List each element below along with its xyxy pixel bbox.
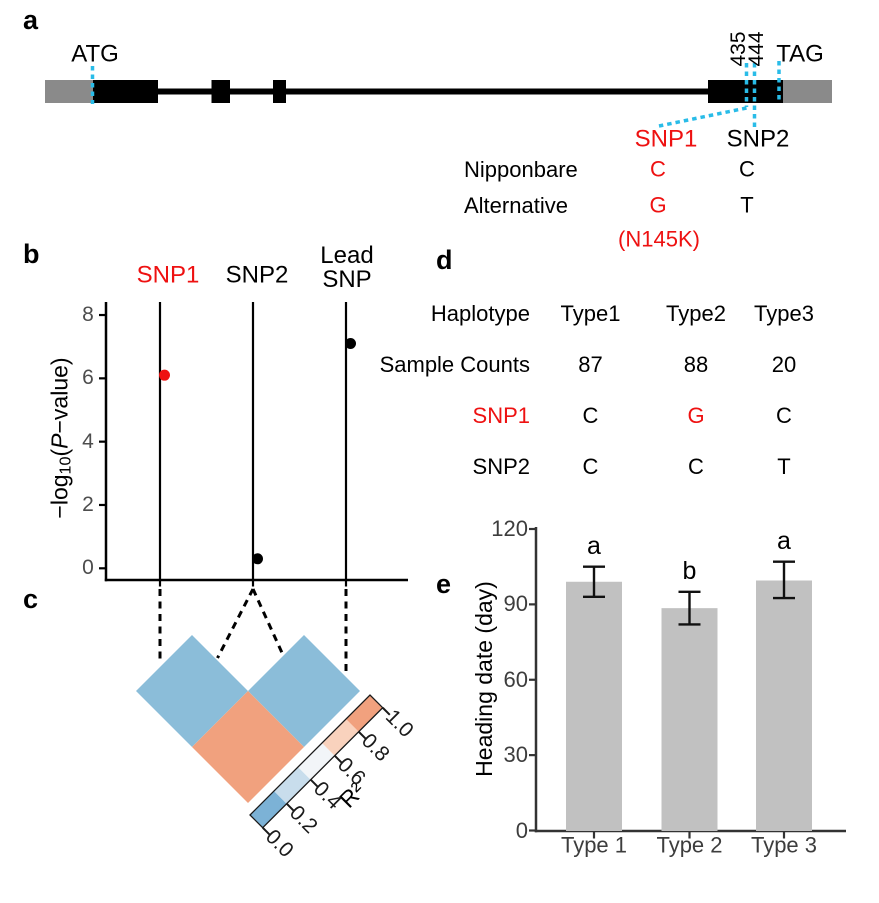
aa-change-label: (N145K) [618, 226, 700, 252]
b-data-point [345, 338, 356, 350]
d-table-cell: C [582, 453, 599, 479]
e-bar [756, 580, 812, 831]
e-sig-letter: a [587, 531, 601, 560]
d-table-cell: C [582, 402, 599, 428]
d-table-cell: 88 [683, 351, 709, 377]
c-scale-tick [286, 803, 295, 812]
e-ytick-label: 30 [503, 742, 528, 768]
a-snp1-label: SNP1 [634, 125, 698, 153]
c-scale-segment [250, 791, 287, 828]
c-scale-tick-label: 0.2 [284, 801, 322, 839]
b-ylabel-mid: ( [46, 448, 73, 457]
ld-cell-snp1-lead [192, 691, 304, 803]
d-table-cell: 20 [771, 351, 797, 377]
exon-1 [93, 80, 158, 103]
c-scale-tick [382, 707, 391, 716]
b-ylabel-post: −value) [46, 357, 73, 434]
b-col-label: Lead SNP [320, 242, 374, 293]
intron-line [150, 88, 712, 95]
d-table-row-label: Sample Counts [379, 351, 530, 377]
e-ytick-label: 60 [503, 666, 528, 692]
b-ylabel-pre: −log [46, 474, 73, 519]
e-sig-letter: a [777, 526, 791, 555]
d-table-type-header: Type3 [754, 300, 814, 326]
d-table-type-header: Type1 [560, 300, 621, 326]
nipponbare-snp2-allele: C [739, 156, 755, 182]
e-xtick-label: Type 1 [560, 832, 628, 858]
panel-letter-c: c [23, 584, 39, 614]
c-pointer-dash [216, 588, 255, 659]
b-ylabel-pvar: P [46, 433, 73, 449]
exon-2 [211, 80, 230, 103]
b-col-label: SNP1 [136, 261, 200, 289]
nipponbare-snp1-allele: C [650, 156, 666, 182]
e-ytick-label: 90 [503, 591, 528, 617]
a-snp2-label: SNP2 [726, 125, 790, 153]
alternative-label: Alternative [464, 193, 568, 218]
snp-position-444-label: 444 [744, 31, 768, 67]
c-scale-tick-label: 1.0 [380, 705, 418, 743]
nipponbare-label: Nipponbare [464, 157, 578, 182]
utr-3prime [783, 80, 832, 103]
c-scale-segment [274, 767, 311, 804]
b-ytick-label: 2 [82, 492, 94, 516]
d-table-row-label: SNP1 [472, 402, 530, 428]
c-scale-tick-label: 0.6 [332, 753, 370, 791]
b-data-point [252, 553, 263, 565]
e-bar [661, 608, 718, 831]
b-ytick-label: 8 [82, 302, 94, 326]
alternative-snp2-allele: T [740, 192, 754, 218]
d-table-cell: T [777, 453, 791, 479]
stop-codon-label: TAG [776, 40, 824, 68]
panel-letter-e: e [436, 569, 452, 599]
e-y-axis-title: Heading date (day) [470, 581, 497, 777]
snp1-pointer-line [658, 106, 747, 128]
c-scale-tick-label: 0.0 [260, 825, 298, 863]
b-ylabel-sub: 10 [56, 456, 75, 475]
c-scale-outline [249, 694, 384, 829]
c-scale-tick [310, 779, 319, 788]
c-scale-tick [358, 731, 367, 740]
e-xtick-label: Type 2 [656, 832, 723, 858]
c-scale-tick-label: 0.4 [308, 777, 346, 815]
b-ytick-label: 4 [82, 429, 94, 453]
d-table-header-label: Haplotype [430, 300, 530, 326]
d-table-cell: C [688, 453, 704, 479]
panel-letter-d: d [436, 245, 453, 275]
exon-3 [273, 80, 286, 103]
c-scale-segment [298, 743, 335, 780]
start-codon-label: ATG [71, 40, 119, 68]
b-data-point [159, 369, 170, 381]
panel-letter-a: a [23, 5, 39, 35]
utr-5prime [45, 80, 93, 103]
c-scale-segment [322, 719, 359, 756]
alternative-snp1-allele: G [649, 192, 667, 218]
d-table-type-header: Type2 [666, 300, 726, 326]
d-table-cell: 87 [578, 351, 603, 377]
b-ytick-label: 6 [82, 366, 94, 390]
e-ytick-label: 0 [515, 817, 528, 843]
d-table-cell: C [776, 402, 792, 428]
b-ytick-label: 0 [82, 556, 94, 580]
c-scale-tick [262, 827, 271, 836]
c-scale-tick-label: 0.8 [356, 729, 394, 767]
e-sig-letter: b [682, 556, 697, 585]
haplotype-table: Haplotype Type1 Type2 Type3 Sample Counts 87 8… [379, 288, 827, 492]
d-table-row-label: SNP2 [472, 453, 530, 479]
panel-letter-b: b [23, 239, 40, 269]
d-table-cell: G [687, 402, 705, 428]
e-ytick-label: 120 [491, 516, 528, 541]
c-scale-segment [346, 695, 383, 732]
e-xtick-label: Type 3 [750, 832, 818, 858]
b-col-label: SNP2 [225, 261, 289, 289]
b-y-axis-title: −log10(P−value) [46, 357, 75, 519]
e-bar [566, 581, 622, 831]
c-scale-tick [334, 755, 343, 764]
